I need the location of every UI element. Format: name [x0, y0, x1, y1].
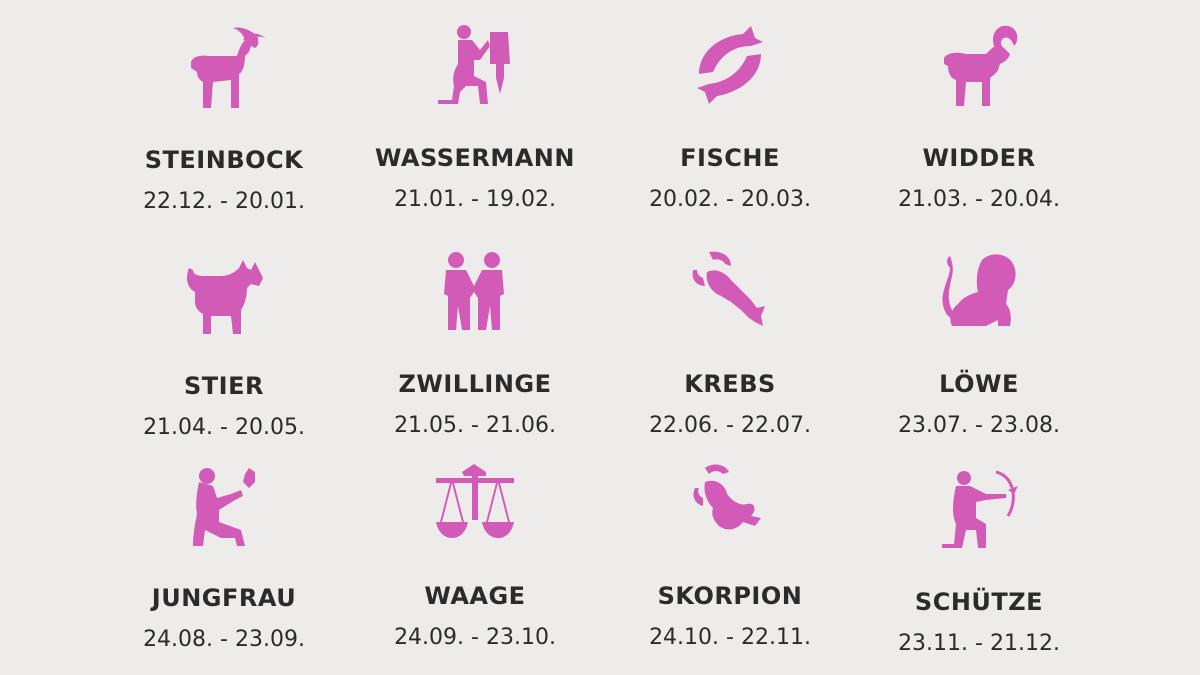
sign-dates: 20.02. - 20.03. [649, 187, 811, 212]
sign-dates: 23.11. - 21.12. [898, 631, 1060, 656]
sign-name: ZWILLINGE [398, 370, 552, 398]
sign-dates: 24.08. - 23.09. [143, 627, 305, 652]
sign-name: WASSERMANN [375, 144, 575, 172]
pisces-fish-icon [685, 20, 775, 110]
sign-pisces: FISCHE 20.02. - 20.03. [610, 20, 850, 213]
sign-dates: 21.01. - 19.02. [394, 187, 556, 212]
sign-aquarius: WASSERMANN 21.01. - 19.02. [355, 20, 595, 213]
taurus-bull-icon [179, 248, 269, 338]
cancer-crab-icon [685, 246, 775, 336]
sign-sagittarius: SCHÜTZE 23.11. - 21.12. [859, 464, 1099, 657]
virgo-maiden-icon [179, 460, 269, 550]
sign-libra: WAAGE 24.09. - 23.10. [355, 458, 595, 651]
sign-name: WAAGE [424, 582, 526, 610]
aquarius-water-bearer-icon [430, 20, 520, 110]
leo-lion-icon [934, 246, 1024, 336]
sign-gemini: ZWILLINGE 21.05. - 21.06. [355, 246, 595, 439]
sign-dates: 23.07. - 23.08. [898, 413, 1060, 438]
sign-cancer: KREBS 22.06. - 22.07. [610, 246, 850, 439]
libra-scales-icon [430, 458, 520, 548]
sign-name: JUNGFRAU [151, 584, 297, 612]
sign-dates: 21.03. - 20.04. [898, 187, 1060, 212]
sign-taurus: STIER 21.04. - 20.05. [104, 248, 344, 441]
gemini-twins-icon [430, 246, 520, 336]
sign-capricorn: STEINBOCK 22.12. - 20.01. [104, 22, 344, 215]
sign-dates: 24.09. - 23.10. [394, 625, 556, 650]
sign-dates: 24.10. - 22.11. [649, 625, 811, 650]
sign-dates: 21.04. - 20.05. [143, 415, 305, 440]
sign-name: KREBS [684, 370, 776, 398]
sign-dates: 22.06. - 22.07. [649, 413, 811, 438]
sign-leo: LÖWE 23.07. - 23.08. [859, 246, 1099, 439]
sign-aries: WIDDER 21.03. - 20.04. [859, 20, 1099, 213]
sagittarius-archer-icon [934, 464, 1024, 554]
sign-dates: 21.05. - 21.06. [394, 413, 556, 438]
sign-name: FISCHE [680, 144, 780, 172]
sign-name: STIER [184, 372, 264, 400]
sign-name: SCHÜTZE [914, 588, 1044, 616]
sign-scorpio: SKORPION 24.10. - 22.11. [610, 458, 850, 651]
aries-ram-icon [934, 20, 1024, 110]
sign-name: LÖWE [939, 370, 1019, 398]
sign-name: WIDDER [922, 144, 1036, 172]
capricorn-goat-icon [179, 22, 269, 112]
sign-dates: 22.12. - 20.01. [143, 189, 305, 214]
sign-name: SKORPION [657, 582, 803, 610]
sign-name: STEINBOCK [144, 146, 304, 174]
scorpio-scorpion-icon [685, 458, 775, 548]
sign-virgo: JUNGFRAU 24.08. - 23.09. [104, 460, 344, 653]
